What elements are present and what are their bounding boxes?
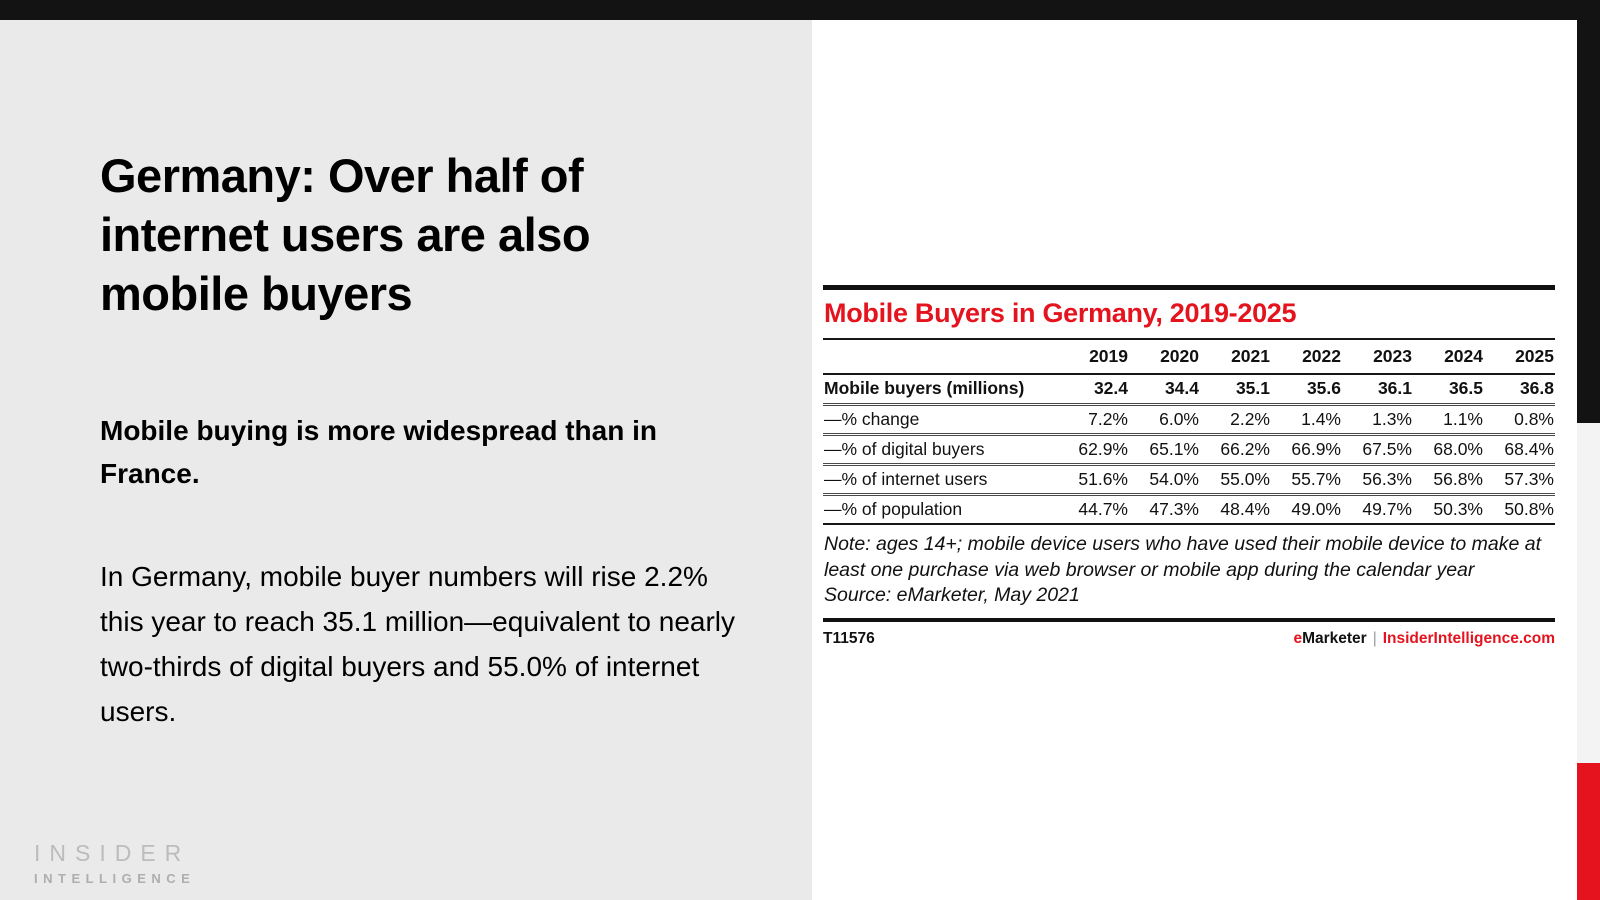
data-cell: 44.7% xyxy=(1058,492,1129,525)
slide-body-text: In Germany, mobile buyer numbers will ri… xyxy=(100,561,736,727)
data-cell: 57.3% xyxy=(1484,462,1555,494)
data-cell: 51.6% xyxy=(1058,462,1129,494)
data-cell: 68.4% xyxy=(1484,432,1555,464)
table-title: Mobile Buyers in Germany, 2019-2025 xyxy=(824,298,1297,328)
year-header-cell: 2021 xyxy=(1200,338,1271,375)
table-row: Mobile buyers (millions) 32.4 34.4 35.1 35.6… xyxy=(823,374,1555,404)
data-cell: 55.7% xyxy=(1271,462,1342,494)
data-cell: 6.0% xyxy=(1129,402,1200,434)
data-cell: 36.5 xyxy=(1448,378,1483,399)
slide-subtitle: Mobile buying is more widespread than in… xyxy=(100,415,657,490)
logo-wordmark-insider: INSIDER xyxy=(34,840,191,866)
brand-separator: | xyxy=(1372,629,1377,647)
right-edge-black-bar xyxy=(1577,0,1600,423)
data-cell: 56.8% xyxy=(1413,462,1484,494)
logo-wordmark-intelligence: INTELLIGENCE xyxy=(34,871,196,886)
source-text: Source: eMarketer, May 2021 xyxy=(824,584,1080,606)
data-cell: 49.7% xyxy=(1342,492,1413,525)
brand-emarketer-e: e xyxy=(1293,629,1303,647)
note-text: Note: ages 14+; mobile device users who … xyxy=(824,533,1542,581)
table-note: Note: ages 14+; mobile device users who … xyxy=(823,525,1555,618)
table-corner-cell xyxy=(823,338,1058,375)
right-edge-gray-bar xyxy=(1577,423,1600,763)
data-cell: 48.4% xyxy=(1200,492,1271,525)
data-cell: 1.1% xyxy=(1413,402,1484,434)
table-top-rule xyxy=(823,285,1555,290)
year-header-cell: 2025 xyxy=(1484,338,1555,375)
data-cell: 1.4% xyxy=(1271,402,1342,434)
right-edge-red-bar xyxy=(1577,763,1600,900)
data-cell: 35.1 xyxy=(1235,378,1270,399)
row-label: —% of population xyxy=(823,492,1058,525)
emarketer-table-card: Mobile Buyers in Germany, 2019-2025 2019… xyxy=(823,285,1555,648)
data-cell: 0.8% xyxy=(1484,402,1555,434)
table-row: —% of population 44.7% 47.3% 48.4% 49.0% 49.7… xyxy=(823,492,1555,525)
year-header-cell: 2022 xyxy=(1271,338,1342,375)
table-year-header-row: 2019 2020 2021 2022 2023 2024 2025 xyxy=(823,338,1555,375)
table-bottom-rule xyxy=(823,617,1555,622)
data-cell: 68.0% xyxy=(1413,432,1484,464)
row-label: —% change xyxy=(823,402,1058,434)
data-cell: 1.3% xyxy=(1342,402,1413,434)
data-cell: 55.0% xyxy=(1200,462,1271,494)
year-header-cell: 2019 xyxy=(1058,338,1129,375)
row-label: —% of digital buyers xyxy=(823,432,1058,464)
branding: eMarketer | InsiderIntelligence.com xyxy=(1293,630,1555,648)
data-cell: 7.2% xyxy=(1058,402,1129,434)
year-header-cell: 2020 xyxy=(1129,338,1200,375)
data-cell: 34.4 xyxy=(1164,378,1199,399)
chart-panel: Mobile Buyers in Germany, 2019-2025 2019… xyxy=(812,20,1577,900)
data-cell: 2.2% xyxy=(1200,402,1271,434)
data-cell: 67.5% xyxy=(1342,432,1413,464)
data-cell: 32.4 xyxy=(1093,378,1128,399)
year-header-cell: 2023 xyxy=(1342,338,1413,375)
data-cell: 56.3% xyxy=(1342,462,1413,494)
top-black-bar xyxy=(0,0,1600,20)
slide-title: Germany: Over half of internet users are… xyxy=(100,149,591,321)
table-id: T11576 xyxy=(823,629,875,647)
year-header-cell: 2024 xyxy=(1413,338,1484,375)
data-cell: 54.0% xyxy=(1129,462,1200,494)
brand-emarketer: Marketer xyxy=(1302,629,1367,647)
data-cell: 36.1 xyxy=(1377,378,1412,399)
table-row: —% of digital buyers 62.9% 65.1% 66.2% 66.9%… xyxy=(823,432,1555,464)
mobile-buyers-table: 2019 2020 2021 2022 2023 2024 2025 Mobile buye… xyxy=(823,338,1555,525)
insider-intelligence-logo: INSIDER INTELLIGENCE xyxy=(34,840,195,886)
brand-site-link: InsiderIntelligence.com xyxy=(1382,629,1555,647)
data-cell: 36.8 xyxy=(1519,378,1554,399)
data-cell: 50.3% xyxy=(1413,492,1484,525)
table-row: —% of internet users 51.6% 54.0% 55.0% 55.7%… xyxy=(823,462,1555,494)
data-cell: 62.9% xyxy=(1058,432,1129,464)
row-label: —% of internet users xyxy=(823,462,1058,494)
data-cell: 49.0% xyxy=(1271,492,1342,525)
row-label: Mobile buyers (millions) xyxy=(824,378,1025,399)
data-cell: 66.2% xyxy=(1200,432,1271,464)
table-footer: T11576 eMarketer | InsiderIntelligence.com xyxy=(823,622,1555,648)
data-cell: 66.9% xyxy=(1271,432,1342,464)
slide-text-panel: Germany: Over half of internet users are… xyxy=(0,20,812,900)
data-cell: 47.3% xyxy=(1129,492,1200,525)
data-cell: 65.1% xyxy=(1129,432,1200,464)
table-row: —% change 7.2% 6.0% 2.2% 1.4% 1.3% 1.1% 0.8% xyxy=(823,402,1555,434)
table-body: Mobile buyers (millions) 32.4 34.4 35.1 35.6… xyxy=(823,374,1555,525)
data-cell: 35.6 xyxy=(1306,378,1341,399)
data-cell: 50.8% xyxy=(1484,492,1555,525)
